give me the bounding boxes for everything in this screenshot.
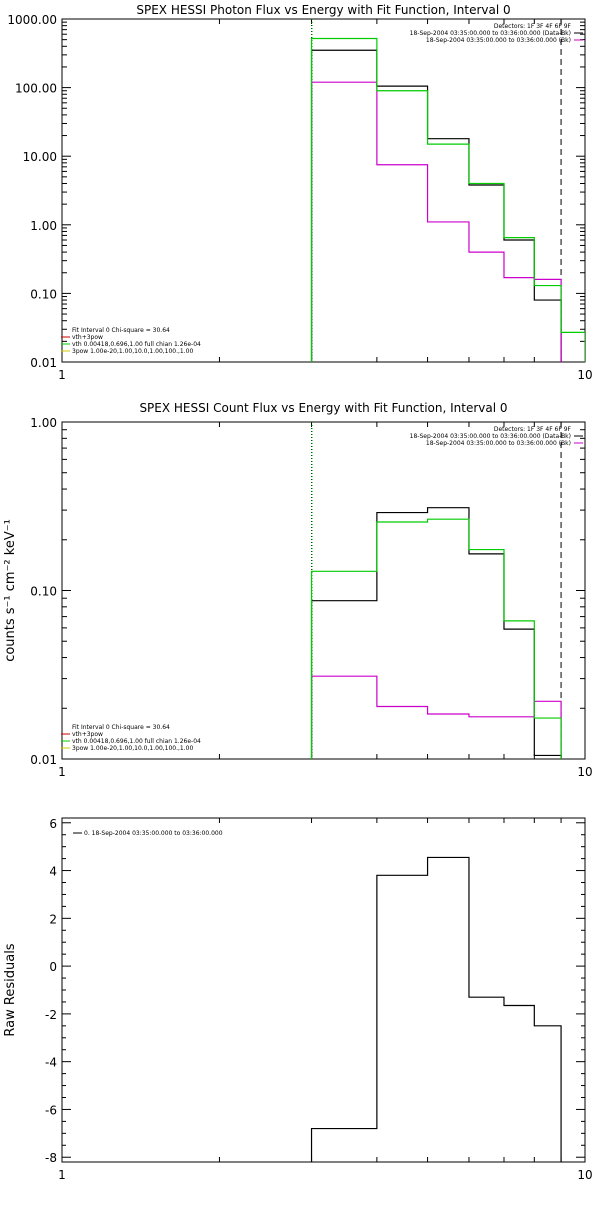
y-tick-label: 4 — [49, 865, 57, 879]
legend-top-right-text: 18-Sep-2004 03:35:00.000 to 03:36:00.000… — [426, 37, 571, 44]
y-tick-label: 0.10 — [30, 585, 57, 599]
legend-bottom-left-text: vth 0.00418,0.696,1.00 full chian 1.26e-… — [72, 341, 201, 348]
y-tick-label: 1000.00 — [7, 13, 57, 27]
legend-bottom-left-text: 3pow 1.00e-20,1.00,10.0,1.00,100.,1.00 — [72, 745, 193, 752]
chart-3: 1 10 6 4 2 0 -2 -4 -6 -8 Raw Residuals 0. 18-Sep-20… — [3, 817, 593, 1182]
legend-top-right-text: 18-Sep-2004 03:35:00.000 to 03:36:00.000… — [426, 440, 571, 447]
series-3-line — [310, 37, 585, 362]
series-3-line — [310, 518, 562, 759]
y-tick-label: 10.00 — [23, 150, 57, 164]
chart-title: SPEX HESSI Count Flux vs Energy with Fit… — [139, 401, 507, 415]
legend-top-right-text: Detectors: 1F 3F 4F 6F 9F — [494, 23, 572, 30]
y-tick-label: -2 — [45, 1008, 57, 1022]
legend-bottom-left-text: Fit Interval 0 Chi-square = 30.64 — [72, 724, 170, 731]
series-1-line — [310, 856, 562, 1162]
y-tick-label: 0.01 — [30, 356, 57, 370]
y-tick-label: 0.01 — [30, 753, 57, 767]
series-1-line — [310, 49, 562, 362]
x-tick-label: 10 — [577, 1168, 592, 1182]
legend-bottom-left-text: vth+3pow — [72, 731, 103, 738]
chart-2: SPEX HESSI Count Flux vs Energy with Fit… — [3, 401, 593, 779]
y-tick-label: 0 — [49, 960, 57, 974]
x-tick-label: 10 — [577, 765, 592, 779]
y-tick-label: 2 — [49, 912, 57, 926]
legend-bottom-left-text: 3pow 1.00e-20,1.00,10.0,1.00,100.,1.00 — [72, 348, 193, 355]
series-2-line — [310, 81, 562, 362]
series-1-line — [310, 507, 562, 759]
x-tick-label: 1 — [58, 1168, 66, 1182]
chart-1: SPEX HESSI Photon Flux vs Energy with Fi… — [7, 3, 592, 382]
y-axis-label: counts s⁻¹ cm⁻² keV⁻¹ — [3, 519, 18, 662]
plot-frame — [61, 421, 586, 760]
y-tick-label: -8 — [45, 1151, 57, 1165]
legend-bottom-left-text: Fit Interval 0 Chi-square = 30.64 — [72, 327, 170, 334]
legend-bottom-left-text: vth 0.00418,0.696,1.00 full chian 1.26e-… — [72, 738, 201, 745]
y-tick-label: 1.00 — [30, 416, 57, 430]
y-tick-label: -4 — [45, 1056, 57, 1070]
legend-top-left-text: 0. 18-Sep-2004 03:35:00.000 to 03:36:00.… — [84, 830, 223, 837]
chart-title: SPEX HESSI Photon Flux vs Energy with Fi… — [136, 3, 510, 17]
plot-frame — [61, 817, 586, 1163]
y-axis-label: Raw Residuals — [3, 943, 18, 1036]
plot-frame — [61, 18, 586, 363]
series-2-line — [310, 675, 562, 759]
x-tick-label: 1 — [58, 765, 66, 779]
x-tick-label: 1 — [58, 368, 66, 382]
legend-bottom-left-text: vth+3pow — [72, 334, 103, 341]
y-tick-label: 6 — [49, 817, 57, 831]
y-tick-label: 1.00 — [30, 219, 57, 233]
y-tick-label: 0.10 — [30, 287, 57, 301]
y-tick-label: -6 — [45, 1103, 57, 1117]
x-tick-label: 10 — [577, 368, 592, 382]
legend-top-right-text: Detectors: 1F 3F 4F 6F 9F — [494, 426, 572, 433]
legend-top-right-text: 18-Sep-2004 03:35:00.000 to 03:36:00.000… — [410, 30, 571, 37]
legend-top-right-text: 18-Sep-2004 03:35:00.000 to 03:36:00.000… — [410, 433, 571, 440]
y-tick-label: 100.00 — [15, 82, 57, 96]
